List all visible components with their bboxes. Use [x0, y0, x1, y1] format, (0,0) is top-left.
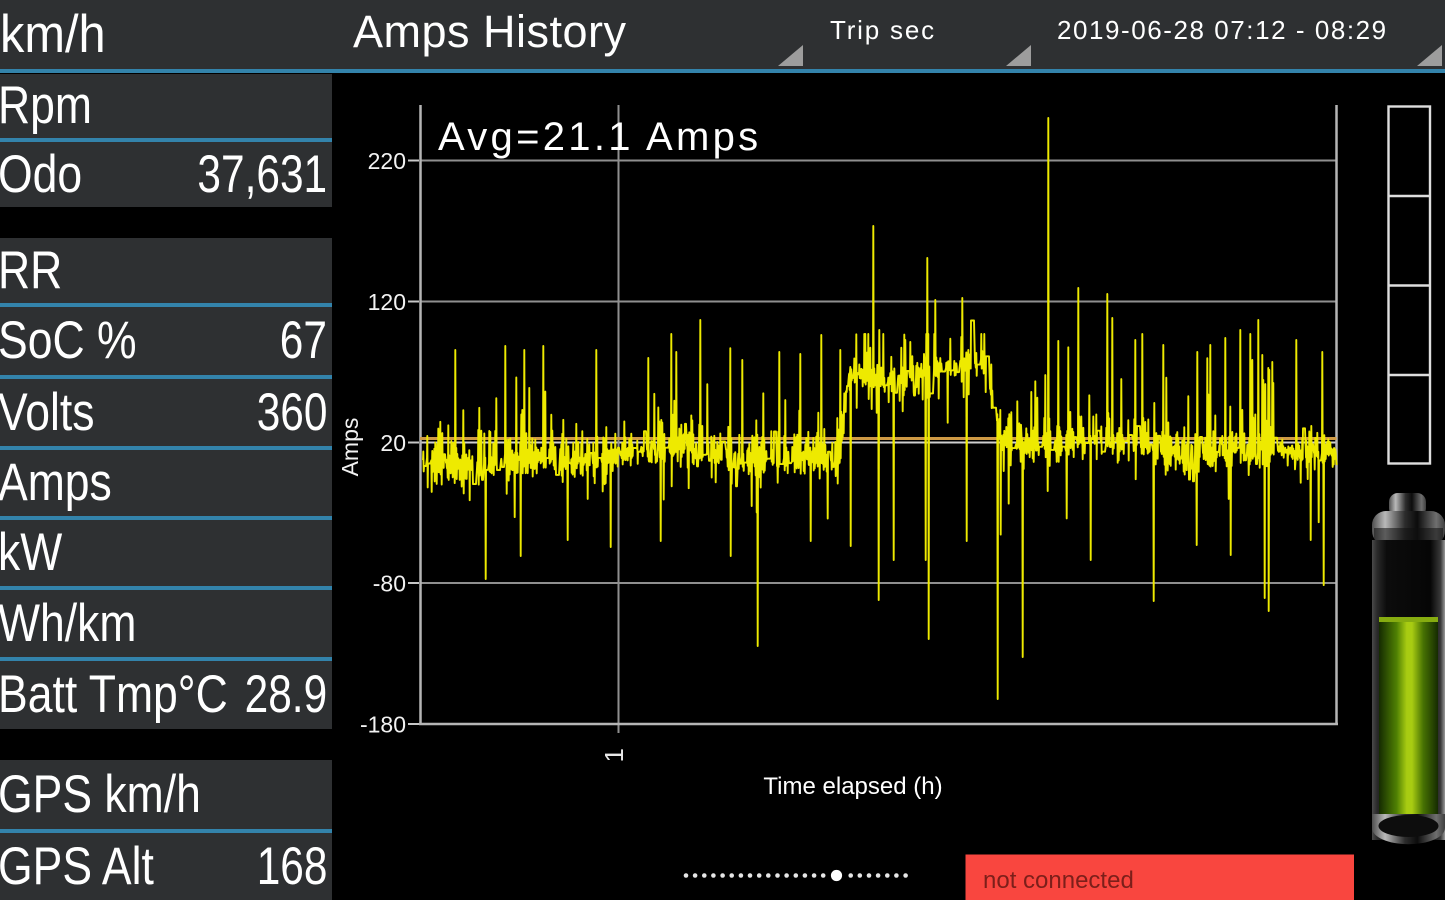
svg-text:1: 1: [599, 748, 629, 762]
svg-text:220: 220: [368, 148, 406, 174]
svg-text:Avg=21.1 Amps: Avg=21.1 Amps: [438, 115, 761, 159]
svg-text:120: 120: [368, 289, 406, 315]
svg-text:Amps: Amps: [337, 418, 363, 477]
svg-text:-180: -180: [360, 712, 406, 738]
svg-text:-80: -80: [373, 571, 406, 597]
svg-text:not connected: not connected: [983, 867, 1134, 894]
svg-text:Time elapsed (h): Time elapsed (h): [763, 773, 942, 800]
svg-text:20: 20: [380, 430, 406, 456]
